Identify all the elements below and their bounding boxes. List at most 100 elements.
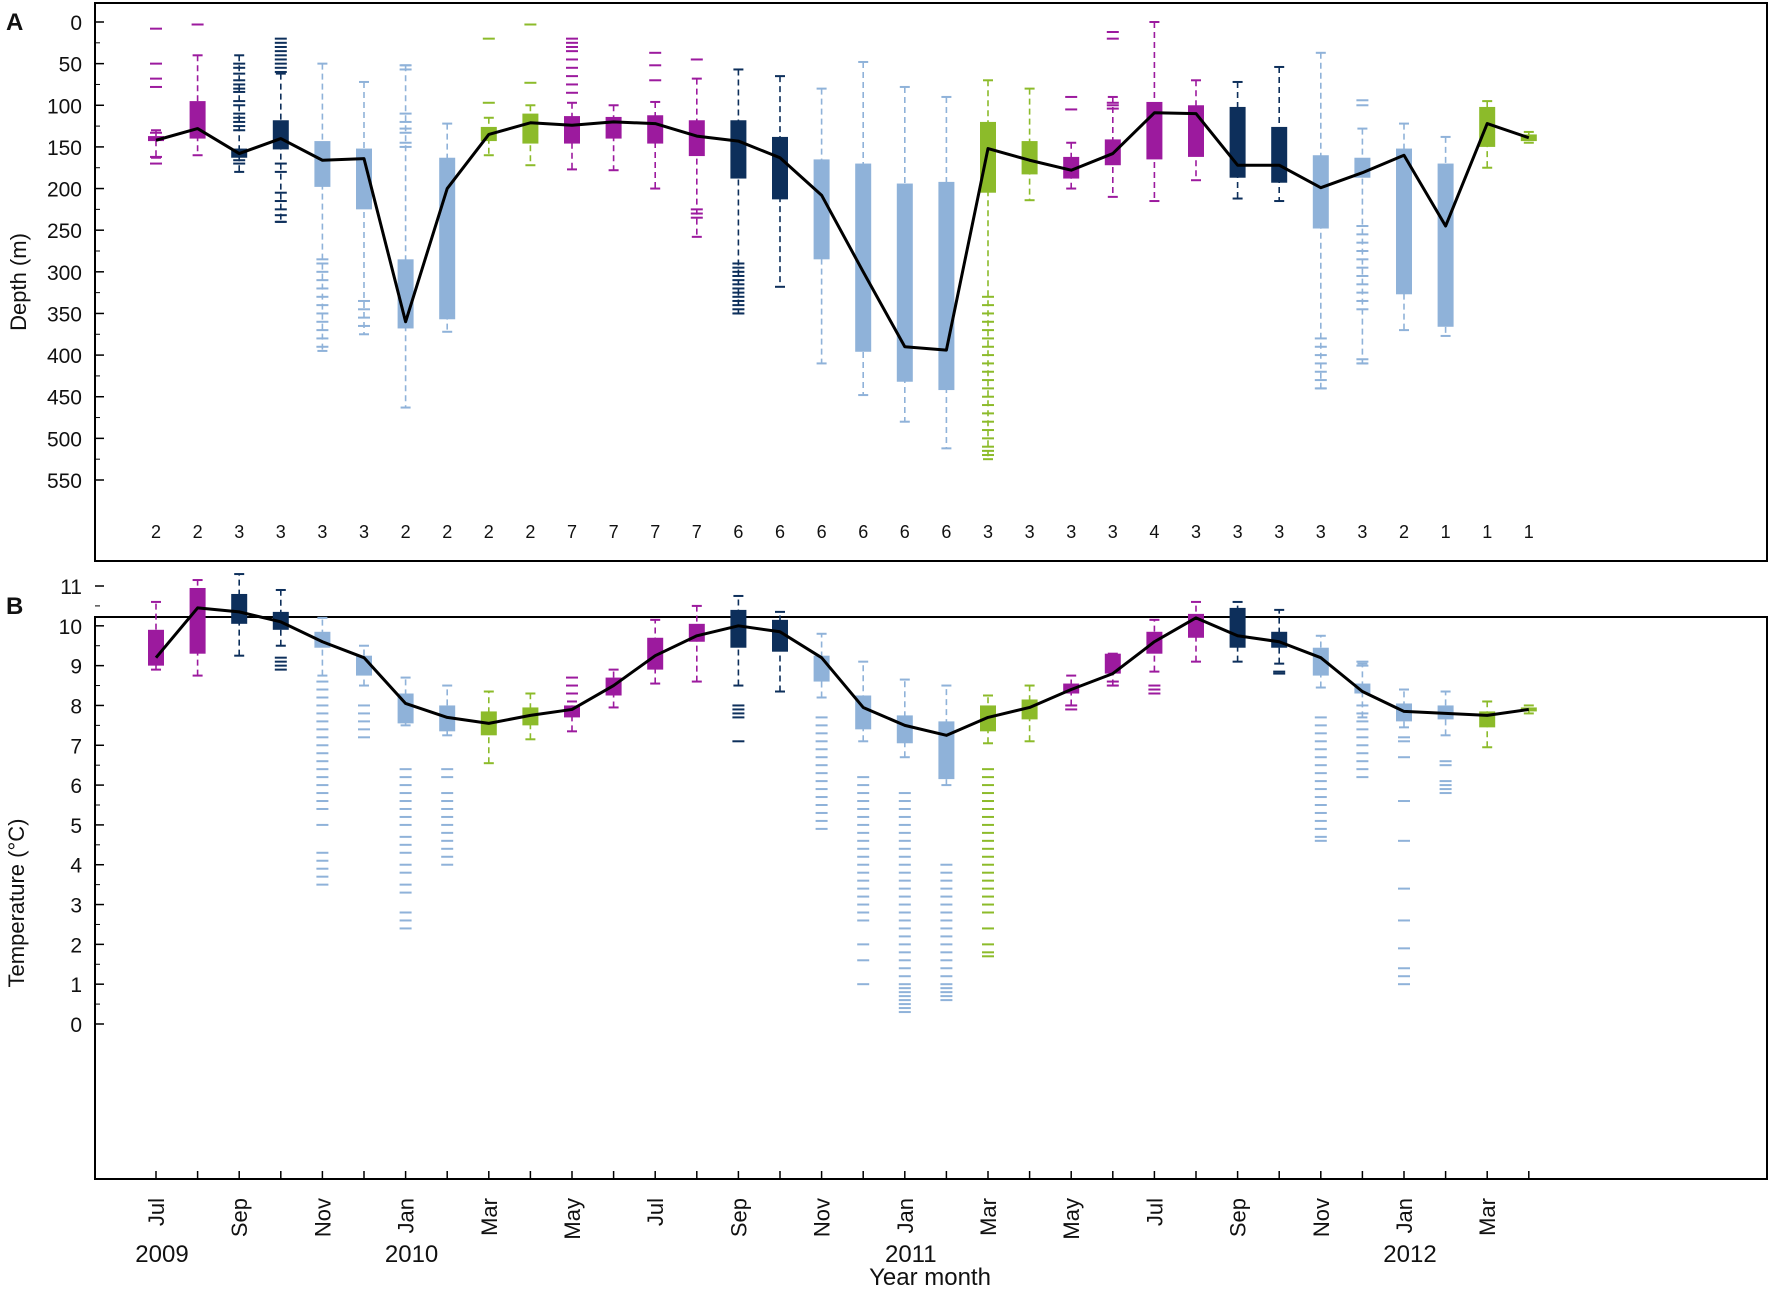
- x-tick-label: Jan: [1392, 1198, 1417, 1233]
- temperature-box-2011-07: [1146, 618, 1163, 695]
- temperature-box-2009-11: [314, 616, 331, 886]
- sample-count: 2: [151, 522, 161, 542]
- sample-count: 7: [692, 522, 702, 542]
- sample-count: 2: [193, 522, 203, 542]
- depth-box-2010-05: [564, 37, 580, 171]
- depth-box-2012-01: [1396, 122, 1412, 332]
- sample-count: 3: [317, 522, 327, 542]
- x-tick-label: Jul: [144, 1198, 169, 1226]
- box-iqr: [1271, 126, 1288, 183]
- sample-count: 3: [983, 522, 993, 542]
- sample-count: 1: [1441, 522, 1451, 542]
- temperature-box-2009-10: [272, 588, 289, 671]
- depth-box-2009-11: [314, 62, 331, 352]
- box-iqr: [896, 715, 913, 744]
- depth-box-2011-11: [1312, 51, 1329, 390]
- sample-count: 6: [941, 522, 951, 542]
- box-iqr: [1146, 101, 1163, 160]
- box-iqr: [148, 629, 164, 666]
- depth-y-tick-label: 0: [70, 12, 82, 35]
- box-iqr: [1021, 141, 1038, 175]
- depth-box-2011-01: [896, 85, 913, 423]
- depth-box-2009-08: [189, 23, 206, 157]
- box-iqr: [564, 116, 580, 144]
- depth-box-2011-12: [1354, 99, 1371, 365]
- sample-count: 6: [900, 522, 910, 542]
- depth-y-tick-label: 100: [47, 95, 82, 118]
- box-iqr: [772, 136, 788, 200]
- sample-count: 2: [442, 522, 452, 542]
- depth-box-2010-12: [855, 60, 872, 397]
- box-iqr: [1396, 148, 1412, 295]
- sample-count: 7: [650, 522, 660, 542]
- x-tick-label: Mar: [1475, 1198, 1500, 1236]
- sample-count: 6: [775, 522, 785, 542]
- depth-box-2011-04: [1021, 87, 1038, 202]
- temperature-box-2011-11: [1312, 634, 1329, 842]
- sample-count: 3: [1191, 522, 1201, 542]
- year-label: 2010: [385, 1241, 438, 1268]
- box-iqr: [813, 159, 830, 260]
- depth-y-tick-label: 200: [47, 179, 82, 202]
- temperature-box-2010-03: [480, 690, 497, 765]
- x-tick-label: Nov: [1309, 1198, 1334, 1237]
- depth-box-2010-10: [772, 75, 788, 288]
- depth-box-2011-03: [980, 79, 996, 461]
- depth-box-2011-08: [1188, 79, 1204, 182]
- sample-count: 2: [401, 522, 411, 542]
- sample-count: 2: [484, 522, 494, 542]
- depth-y-tick-label: 400: [47, 345, 82, 368]
- sample-count: 7: [609, 522, 619, 542]
- temperature-box-2011-01: [896, 678, 913, 1014]
- box-iqr: [1063, 156, 1080, 179]
- box-iqr: [1229, 106, 1246, 178]
- temperature-panel: B Temperature (°C) 0 1 2 3 4 5 6 7 8 9 10 11 Jul Sep…: [4, 573, 1768, 1290]
- x-tick-label: Mar: [477, 1198, 502, 1236]
- depth-y-tick-label: 300: [47, 262, 82, 285]
- box-iqr: [1312, 155, 1329, 229]
- box-iqr: [647, 115, 664, 144]
- year-label: 2011: [885, 1241, 937, 1268]
- box-iqr: [564, 705, 580, 718]
- sample-count: 3: [1316, 522, 1326, 542]
- x-tick-label: Jul: [643, 1198, 668, 1226]
- depth-median-line: [155, 111, 1530, 352]
- temperature-box-2010-09: [730, 594, 747, 743]
- box-iqr: [647, 637, 664, 670]
- temperature-y-tick-label: 1: [70, 974, 82, 997]
- temperature-median-line: [154, 606, 1530, 737]
- box-iqr: [314, 141, 331, 187]
- depth-box-2010-08: [688, 58, 705, 238]
- temperature-box-2012-03: [1479, 700, 1496, 749]
- temperature-box-2011-04: [1021, 684, 1038, 743]
- sample-count: 6: [733, 522, 743, 542]
- temperature-y-tick-label: 8: [70, 695, 82, 718]
- depth-box-2009-12: [356, 80, 372, 336]
- box-iqr: [688, 120, 705, 157]
- sample-count: 6: [817, 522, 827, 542]
- depth-panel: A Depth (m) 0 50 100 150 200 250 300 350 400 450 5…: [6, 2, 1768, 562]
- temperature-y-tick-label: 5: [70, 815, 82, 838]
- sample-count: 3: [1357, 522, 1367, 542]
- temperature-box-2011-03: [980, 694, 996, 958]
- depth-y-tick-label: 250: [47, 220, 82, 243]
- temperature-box-2011-06: [1104, 652, 1121, 687]
- depth-box-2011-05: [1063, 95, 1080, 190]
- box-iqr: [1437, 163, 1454, 327]
- year-label: 2012: [1383, 1241, 1436, 1268]
- temperature-y-tick-label: 11: [60, 576, 82, 599]
- depth-y-tick-label: 550: [47, 470, 82, 493]
- sample-count: 6: [858, 522, 868, 542]
- temperature-y-tick-label: 4: [70, 855, 82, 878]
- month-x-ticks: Jul Sep Nov Jan Mar May Jul Sep Nov Jan Mar May Jul S…: [144, 1171, 1530, 1240]
- depth-y-tick-label: 450: [47, 387, 82, 410]
- depth-box-2010-03: [480, 37, 497, 157]
- depth-boxes: [148, 21, 1537, 461]
- temperature-box-2011-12: [1354, 660, 1371, 779]
- temperature-plot-frame: [94, 616, 1768, 1180]
- box-iqr: [730, 609, 747, 648]
- sample-count: 1: [1482, 522, 1492, 542]
- x-tick-label: May: [560, 1198, 585, 1240]
- box-iqr: [1354, 683, 1371, 694]
